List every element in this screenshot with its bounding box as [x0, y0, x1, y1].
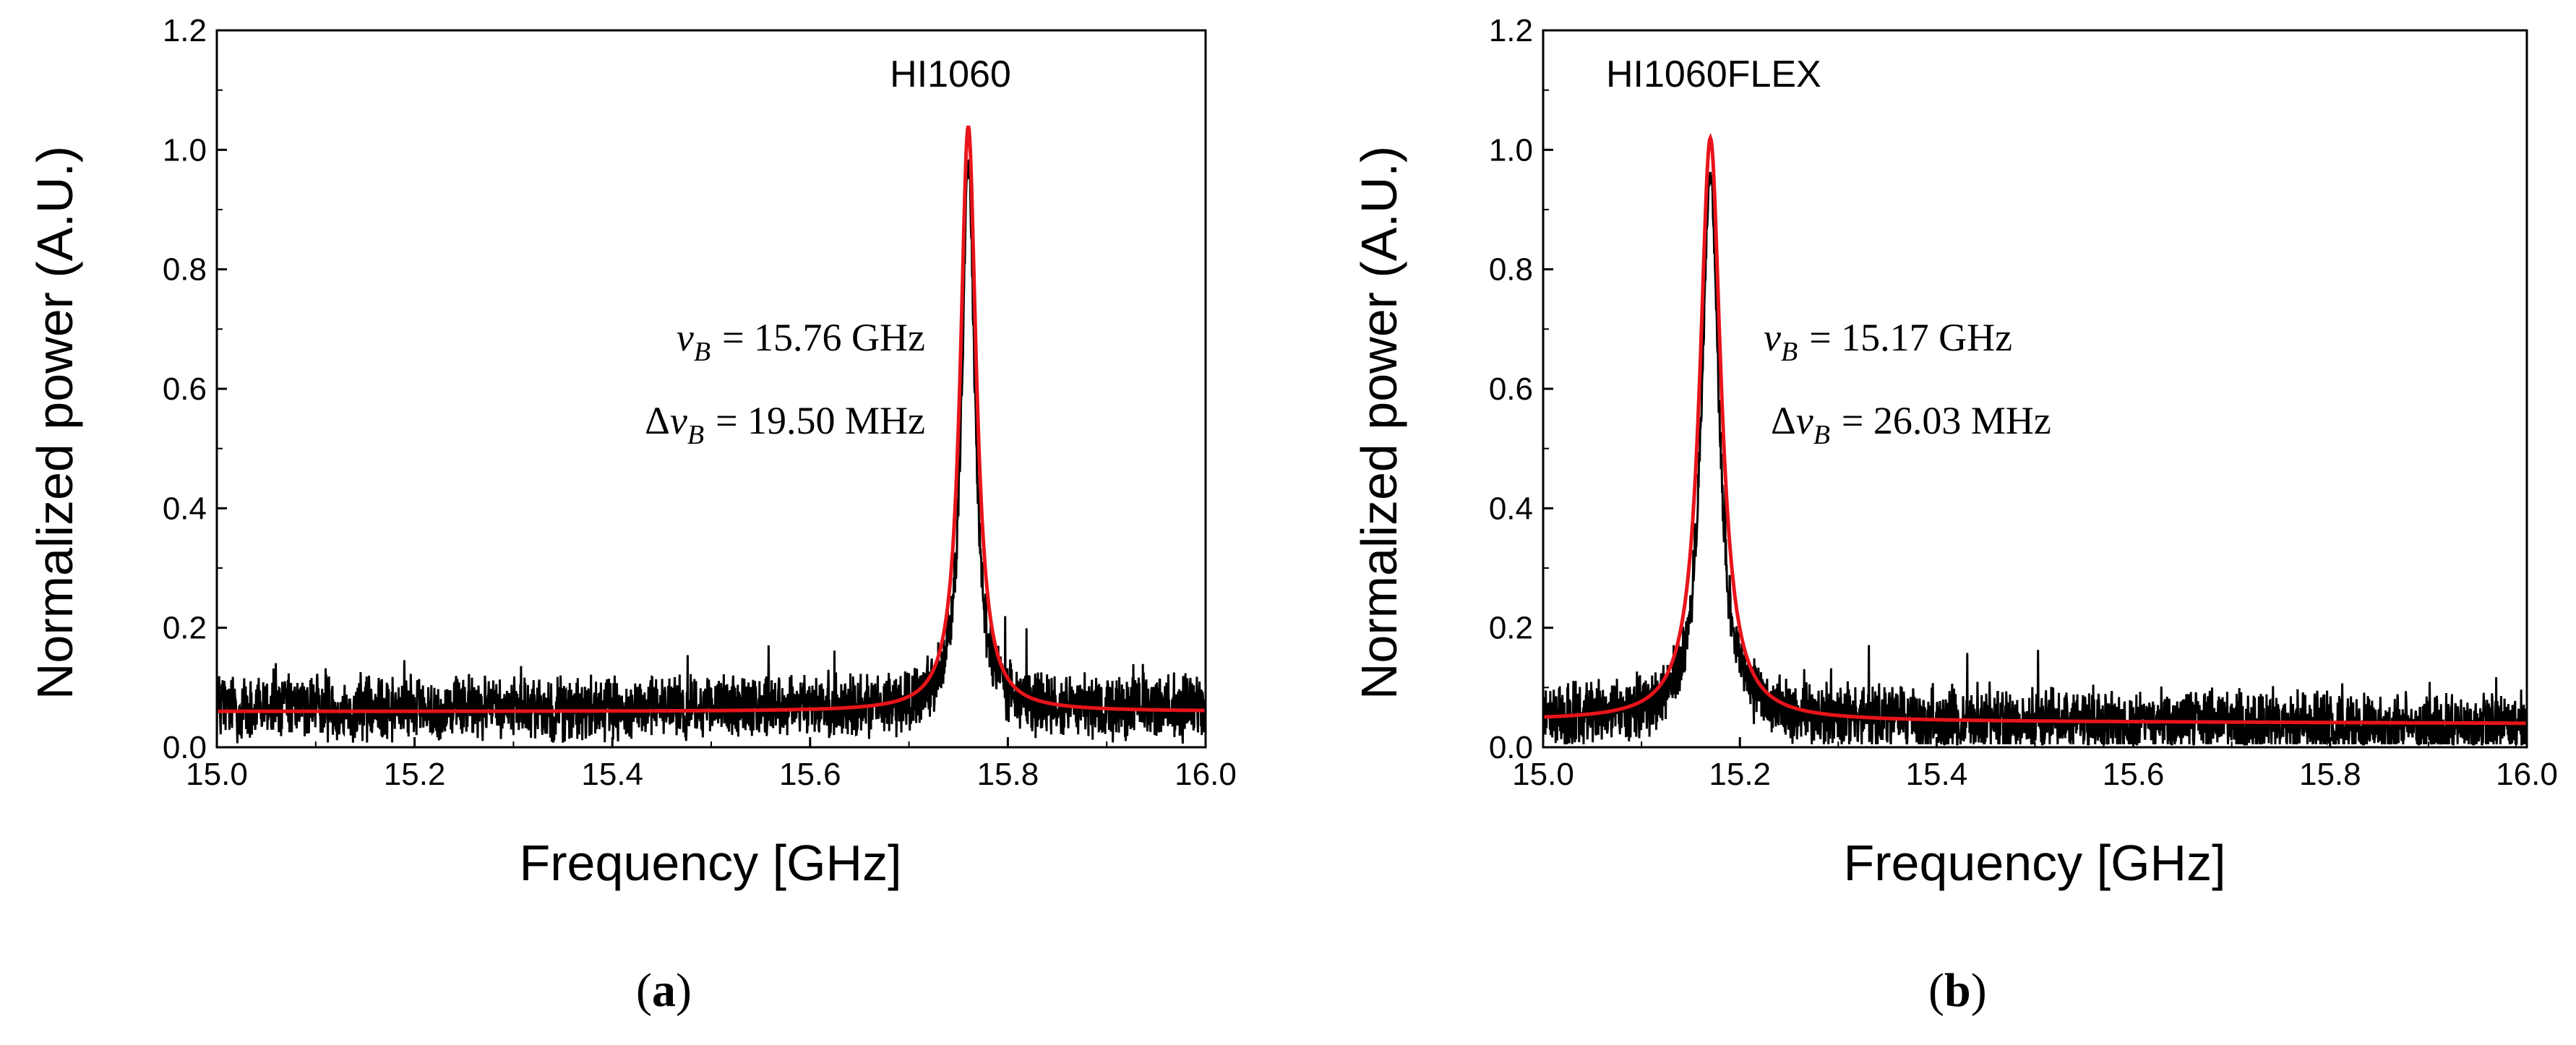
x-tick-label: 15.6 — [779, 757, 841, 792]
x-tick-label: 15.0 — [186, 757, 248, 792]
y-tick-label: 0.8 — [1489, 252, 1533, 288]
inset-label-a: HI1060 — [890, 53, 1011, 95]
x-tick-label: 15.4 — [1906, 757, 1968, 792]
plot-frame-b — [1542, 29, 2528, 749]
inset-label-b: HI1060FLEX — [1606, 53, 1821, 95]
x-ticks-a: 15.0 15.2 15.4 15.6 15.8 16.0 — [186, 737, 1237, 792]
x-tick-label: 15.2 — [1709, 757, 1771, 792]
nu-annotation-a: νB = 15.76 GHz — [677, 316, 925, 367]
fit-curve — [1543, 133, 2527, 726]
series-layer-a — [217, 125, 1206, 744]
x-tick-label: 15.0 — [1512, 757, 1574, 792]
panel-label-a: (a) — [636, 964, 692, 1017]
y-ticks-a: 0.0 0.2 0.4 0.6 0.8 1.0 1.2 — [163, 13, 227, 765]
x-tick-label: 15.8 — [977, 757, 1039, 792]
y-tick-label: 1.2 — [163, 13, 207, 48]
measured-spectrum — [217, 159, 1206, 744]
x-tick-label: 15.2 — [384, 757, 446, 792]
dnu-annotation-a: ΔνB = 19.50 MHz — [645, 399, 925, 450]
y-axis-title-b: Normalized power (A.U.) — [1351, 146, 1407, 700]
x-tick-label: 16.0 — [1175, 757, 1237, 792]
nu-value-b: = 15.17 GHz — [1809, 316, 2012, 359]
dnu-annotation-b: ΔνB = 26.03 MHz — [1771, 399, 2051, 450]
y-tick-label: 0.0 — [163, 730, 207, 765]
dnu-value-b: = 26.03 MHz — [1842, 399, 2051, 442]
x-axis-title-a: Frequency [GHz] — [519, 835, 901, 891]
measured-spectrum — [1543, 171, 2527, 747]
panel-label-b: (b) — [1928, 964, 1987, 1017]
y-ticks-b: 0.0 0.2 0.4 0.6 0.8 1.0 1.2 — [1489, 13, 1553, 765]
panel-a: 15.0 15.2 15.4 15.6 15.8 16.0 0.0 0.2 0.4 0.6 0.8… — [27, 13, 1237, 1017]
panel-b: 15.0 15.2 15.4 15.6 15.8 16.0 0.0 0.2 0.4 0.6 0.8… — [1351, 13, 2558, 1017]
y-tick-label: 0.8 — [163, 252, 207, 288]
y-tick-label: 0.4 — [1489, 491, 1533, 526]
x-ticks-b: 15.0 15.2 15.4 15.6 15.8 16.0 — [1512, 737, 2558, 792]
dnu-value-a: = 19.50 MHz — [716, 399, 925, 442]
y-tick-label: 0.2 — [1489, 611, 1533, 646]
y-tick-label: 1.0 — [163, 132, 207, 168]
x-tick-label: 15.8 — [2299, 757, 2361, 792]
y-tick-label: 1.2 — [1489, 13, 1533, 48]
nu-value-a: = 15.76 GHz — [722, 316, 925, 359]
y-tick-label: 1.0 — [1489, 132, 1533, 168]
x-tick-label: 16.0 — [2496, 757, 2558, 792]
y-tick-label: 0.0 — [1489, 730, 1533, 765]
series-layer-b — [1543, 133, 2527, 747]
y-tick-label: 0.6 — [1489, 371, 1533, 407]
x-tick-label: 15.6 — [2103, 757, 2165, 792]
nu-annotation-b: νB = 15.17 GHz — [1764, 316, 2012, 367]
plot-frame-a — [215, 29, 1207, 749]
y-tick-label: 0.2 — [163, 611, 207, 646]
x-axis-title-b: Frequency [GHz] — [1843, 835, 2225, 891]
y-axis-title-a: Normalized power (A.U.) — [27, 146, 83, 700]
fit-curve — [217, 125, 1206, 713]
y-tick-label: 0.6 — [163, 371, 207, 407]
x-tick-label: 15.4 — [581, 757, 643, 792]
y-tick-label: 0.4 — [163, 491, 207, 526]
